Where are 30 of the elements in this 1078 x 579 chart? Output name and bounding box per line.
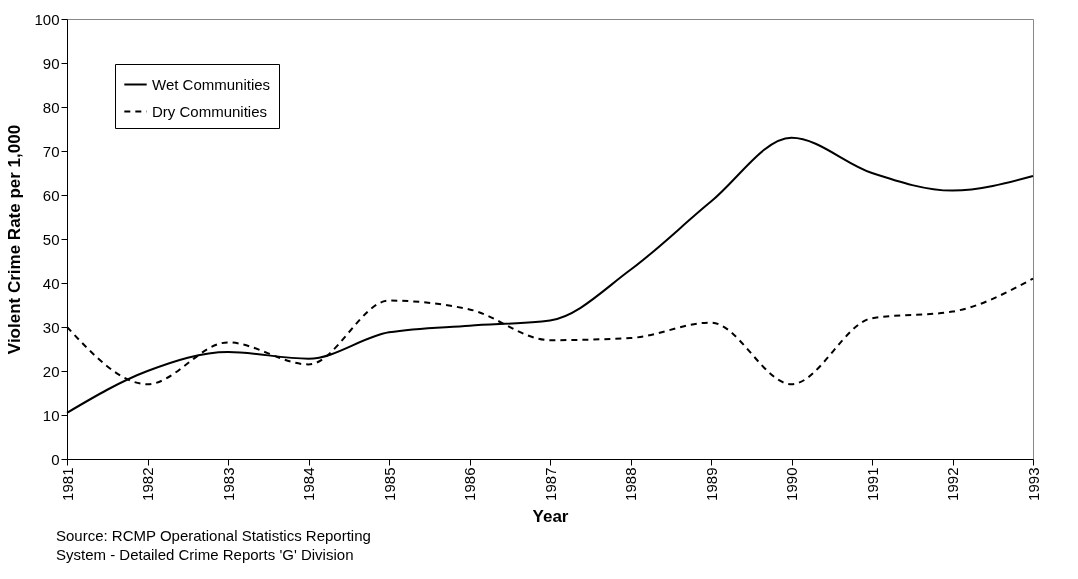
x-tick-label: 1985 <box>380 467 398 501</box>
x-tick-label: 1982 <box>139 467 156 501</box>
y-axis-title: Violent Crime Rate per 1,000 <box>5 124 25 355</box>
x-tick-label: 1989 <box>702 467 720 501</box>
y-tick-label: 100 <box>34 10 60 28</box>
y-tick-label: 70 <box>42 142 60 160</box>
legend-label: Dry Communities <box>152 102 268 120</box>
x-tick-label: 1993 <box>1024 467 1042 501</box>
y-tick-label: 40 <box>42 274 60 292</box>
x-tick-label: 1988 <box>622 467 639 501</box>
y-tick-label: 0 <box>51 450 60 468</box>
text: System - Detailed Crime Reports 'G' Division <box>56 545 355 564</box>
x-tick-label: 1986 <box>461 467 478 501</box>
source-note: Source: RCMP Operational Statistics Reporting <box>56 526 371 545</box>
x-tick-label: 1983 <box>219 467 237 501</box>
x-tick-label: 1992 <box>944 467 961 501</box>
legend-label: Wet Communities <box>152 75 271 93</box>
y-tick-label: 90 <box>42 54 60 72</box>
x-axis-title: Year <box>532 506 569 526</box>
y-tick-label: 20 <box>42 362 60 380</box>
y-tick-label: 80 <box>42 98 60 116</box>
y-tick-label: 30 <box>42 318 60 336</box>
x-tick-label: 1990 <box>783 467 800 501</box>
y-tick-label: 10 <box>42 406 60 424</box>
y-tick-label: 60 <box>42 186 60 204</box>
x-tick-label: 1987 <box>541 467 559 501</box>
x-tick-label: 1981 <box>58 467 76 501</box>
y-tick-label: 50 <box>42 230 60 248</box>
x-tick-label: 1984 <box>300 467 317 501</box>
x-tick-label: 1991 <box>863 467 881 501</box>
